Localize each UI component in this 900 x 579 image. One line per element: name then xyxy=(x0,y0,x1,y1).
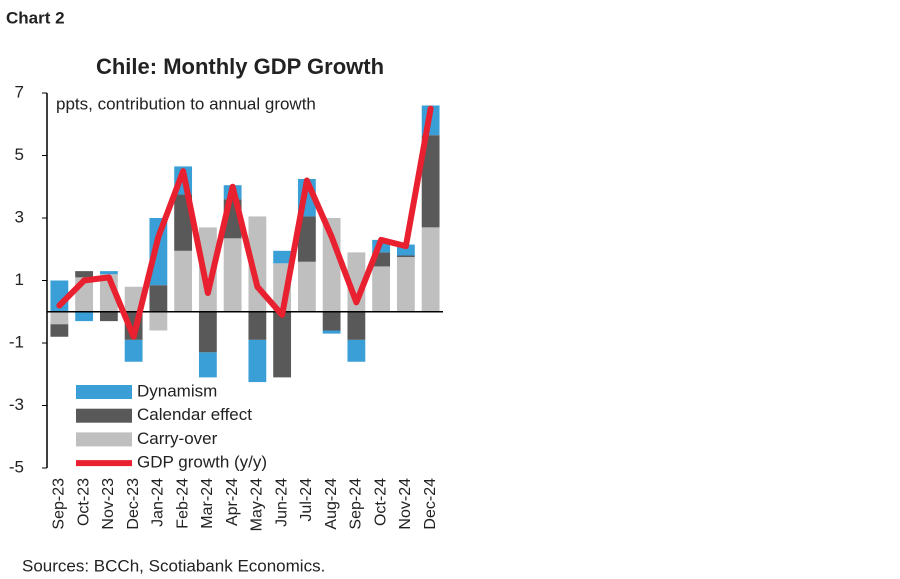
x-tick-label: Nov-24 xyxy=(397,478,414,530)
chart-label: Chart 2 xyxy=(6,8,65,27)
y-tick-label: -5 xyxy=(9,457,24,476)
bar-segment xyxy=(198,352,217,378)
x-tick-label: Dec-24 xyxy=(422,478,439,530)
bar-segment xyxy=(99,311,118,322)
y-tick-label: -1 xyxy=(9,332,24,351)
bar-segment xyxy=(347,339,366,362)
x-tick-label: Feb-24 xyxy=(174,478,191,529)
bar-segment xyxy=(174,194,193,251)
bar-segment xyxy=(273,311,292,378)
bar-segment xyxy=(396,255,415,258)
bar-segment xyxy=(297,216,316,262)
bar-segment xyxy=(372,266,391,312)
y-tick-label: 5 xyxy=(15,145,24,164)
chart-subtitle: ppts, contribution to annual growth xyxy=(56,94,316,113)
bar-segment xyxy=(149,311,168,331)
bar-segment xyxy=(50,324,69,337)
x-tick-label: Sep-23 xyxy=(51,478,68,530)
x-tick-label: Jul-24 xyxy=(298,478,315,522)
bar-segment xyxy=(421,135,440,228)
chart-title: Chile: Monthly GDP Growth xyxy=(96,54,384,79)
bar-segment xyxy=(124,339,143,362)
bar-segment xyxy=(75,311,94,322)
x-tick-label: Oct-23 xyxy=(75,478,92,526)
bar-segment xyxy=(396,257,415,312)
line-series xyxy=(56,105,434,340)
x-tick-label: Dec-23 xyxy=(125,478,142,530)
bar-segment xyxy=(124,286,143,312)
bar-segment xyxy=(50,311,69,325)
bar-segment xyxy=(273,250,292,264)
legend-swatch xyxy=(76,385,132,399)
x-tick-label: Sep-24 xyxy=(348,478,365,530)
bar-segment xyxy=(75,271,94,278)
bar-segment xyxy=(396,244,415,256)
legend-label: Dynamism xyxy=(137,381,217,400)
x-tick-label: Apr-24 xyxy=(224,478,241,526)
legend-swatch xyxy=(76,432,132,447)
bar-segment xyxy=(421,227,440,312)
legend-label: Calendar effect xyxy=(137,405,252,424)
bar-segment xyxy=(223,238,242,312)
x-tick-label: Jan-24 xyxy=(150,478,167,527)
x-tick-label: Mar-24 xyxy=(199,478,216,529)
legend-label: GDP growth (y/y) xyxy=(137,453,267,472)
y-tick-label: 7 xyxy=(15,82,24,101)
x-tick-label: Nov-23 xyxy=(100,478,117,530)
bar-segment xyxy=(322,311,341,331)
legend-swatch xyxy=(76,408,132,423)
x-tick-label: Aug-24 xyxy=(323,478,340,530)
bar-segment xyxy=(347,311,366,340)
x-tick-label: May-24 xyxy=(249,478,266,531)
source: Sources: BCCh, Scotiabank Economics. xyxy=(22,556,325,575)
x-tick-label: Jun-24 xyxy=(273,478,290,527)
bar-segment xyxy=(198,311,217,353)
bar-segment xyxy=(322,330,341,334)
legend-label: Carry-over xyxy=(137,429,218,448)
y-tick-label: 1 xyxy=(15,270,24,289)
bar-segment xyxy=(198,227,217,312)
y-tick-label: -3 xyxy=(9,395,24,414)
bar-segment xyxy=(149,218,168,286)
x-tick-label: Oct-24 xyxy=(372,478,389,526)
bar-segment xyxy=(174,250,193,312)
bar-segment xyxy=(297,261,316,312)
y-tick-label: 3 xyxy=(15,207,24,226)
bar-segment xyxy=(248,311,267,340)
bar-segment xyxy=(149,285,168,312)
bar-segment xyxy=(248,339,267,383)
bar-segment xyxy=(99,271,118,275)
